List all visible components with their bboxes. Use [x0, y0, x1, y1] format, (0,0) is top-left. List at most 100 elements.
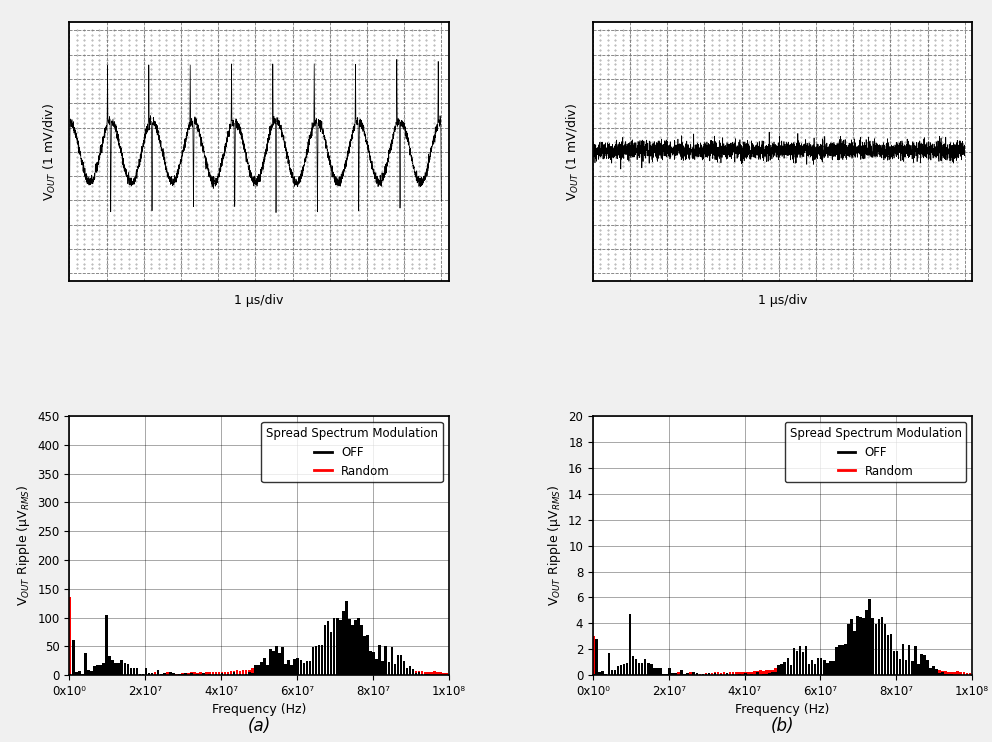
Bar: [947, 672, 950, 675]
Bar: [415, 673, 418, 675]
Bar: [239, 674, 241, 675]
Bar: [872, 618, 874, 675]
Bar: [672, 673, 674, 675]
Bar: [816, 658, 819, 675]
Bar: [190, 672, 192, 675]
Bar: [227, 674, 229, 675]
Bar: [345, 601, 347, 675]
Bar: [775, 672, 777, 675]
Bar: [114, 663, 117, 675]
Bar: [935, 671, 937, 675]
Bar: [666, 674, 668, 675]
Bar: [756, 672, 759, 675]
Bar: [445, 673, 447, 675]
Bar: [130, 668, 132, 675]
Bar: [421, 674, 424, 675]
Bar: [669, 668, 671, 675]
Bar: [914, 646, 917, 675]
Bar: [893, 666, 896, 675]
Bar: [357, 665, 360, 675]
Bar: [744, 672, 747, 675]
Bar: [666, 674, 668, 675]
Bar: [248, 672, 251, 675]
Bar: [275, 646, 278, 675]
Bar: [87, 670, 89, 675]
Bar: [99, 665, 102, 675]
Bar: [683, 674, 685, 675]
Bar: [306, 661, 309, 675]
Bar: [813, 664, 816, 675]
Bar: [856, 617, 859, 675]
Bar: [160, 674, 163, 675]
Bar: [859, 664, 862, 675]
Bar: [723, 672, 725, 675]
Bar: [917, 669, 920, 675]
Bar: [257, 669, 260, 675]
Bar: [360, 666, 363, 675]
Bar: [807, 664, 810, 675]
Bar: [778, 669, 780, 675]
Bar: [193, 672, 195, 675]
Bar: [956, 672, 959, 675]
Bar: [862, 665, 865, 675]
Bar: [282, 647, 284, 675]
Bar: [412, 669, 415, 675]
Bar: [604, 674, 607, 675]
Bar: [941, 671, 943, 675]
Bar: [163, 673, 166, 675]
Bar: [378, 666, 381, 675]
Bar: [662, 674, 665, 675]
Bar: [635, 659, 638, 675]
Bar: [884, 665, 886, 675]
Y-axis label: V$_{OUT}$ Ripple (μV$_{RMS}$): V$_{OUT}$ Ripple (μV$_{RMS}$): [15, 485, 32, 606]
Bar: [151, 673, 154, 675]
Bar: [142, 674, 144, 675]
Bar: [363, 666, 366, 675]
Text: (b): (b): [771, 717, 795, 735]
Bar: [394, 664, 396, 675]
Bar: [366, 634, 369, 675]
Y-axis label: V$_{OUT}$ Ripple (μV$_{RMS}$): V$_{OUT}$ Ripple (μV$_{RMS}$): [546, 485, 562, 606]
Bar: [807, 666, 810, 675]
Bar: [242, 670, 244, 675]
Bar: [354, 665, 357, 675]
Bar: [772, 672, 774, 675]
Bar: [796, 667, 799, 675]
Bar: [354, 620, 357, 675]
Bar: [254, 669, 257, 675]
Bar: [196, 674, 199, 675]
Bar: [641, 663, 644, 675]
Bar: [372, 651, 375, 675]
Bar: [741, 672, 744, 675]
Bar: [862, 618, 865, 675]
Bar: [905, 660, 908, 675]
Bar: [317, 646, 320, 675]
Bar: [890, 634, 892, 675]
Bar: [148, 674, 151, 675]
Bar: [868, 665, 871, 675]
Bar: [282, 666, 284, 675]
Bar: [351, 665, 354, 675]
Bar: [227, 672, 229, 675]
Bar: [881, 617, 883, 675]
Bar: [288, 660, 290, 675]
Bar: [950, 674, 953, 675]
Bar: [610, 674, 613, 675]
Bar: [865, 664, 868, 675]
Bar: [323, 626, 326, 675]
Legend: OFF, Random: OFF, Random: [785, 422, 966, 482]
Bar: [762, 674, 765, 675]
Bar: [336, 619, 338, 675]
Bar: [932, 670, 934, 675]
Bar: [701, 674, 704, 675]
Bar: [311, 647, 314, 675]
Bar: [947, 674, 950, 675]
Bar: [917, 664, 920, 675]
Bar: [317, 665, 320, 675]
Bar: [617, 666, 619, 675]
Bar: [385, 646, 387, 675]
Bar: [686, 673, 689, 675]
Bar: [641, 673, 644, 675]
Bar: [330, 665, 332, 675]
Bar: [336, 664, 338, 675]
